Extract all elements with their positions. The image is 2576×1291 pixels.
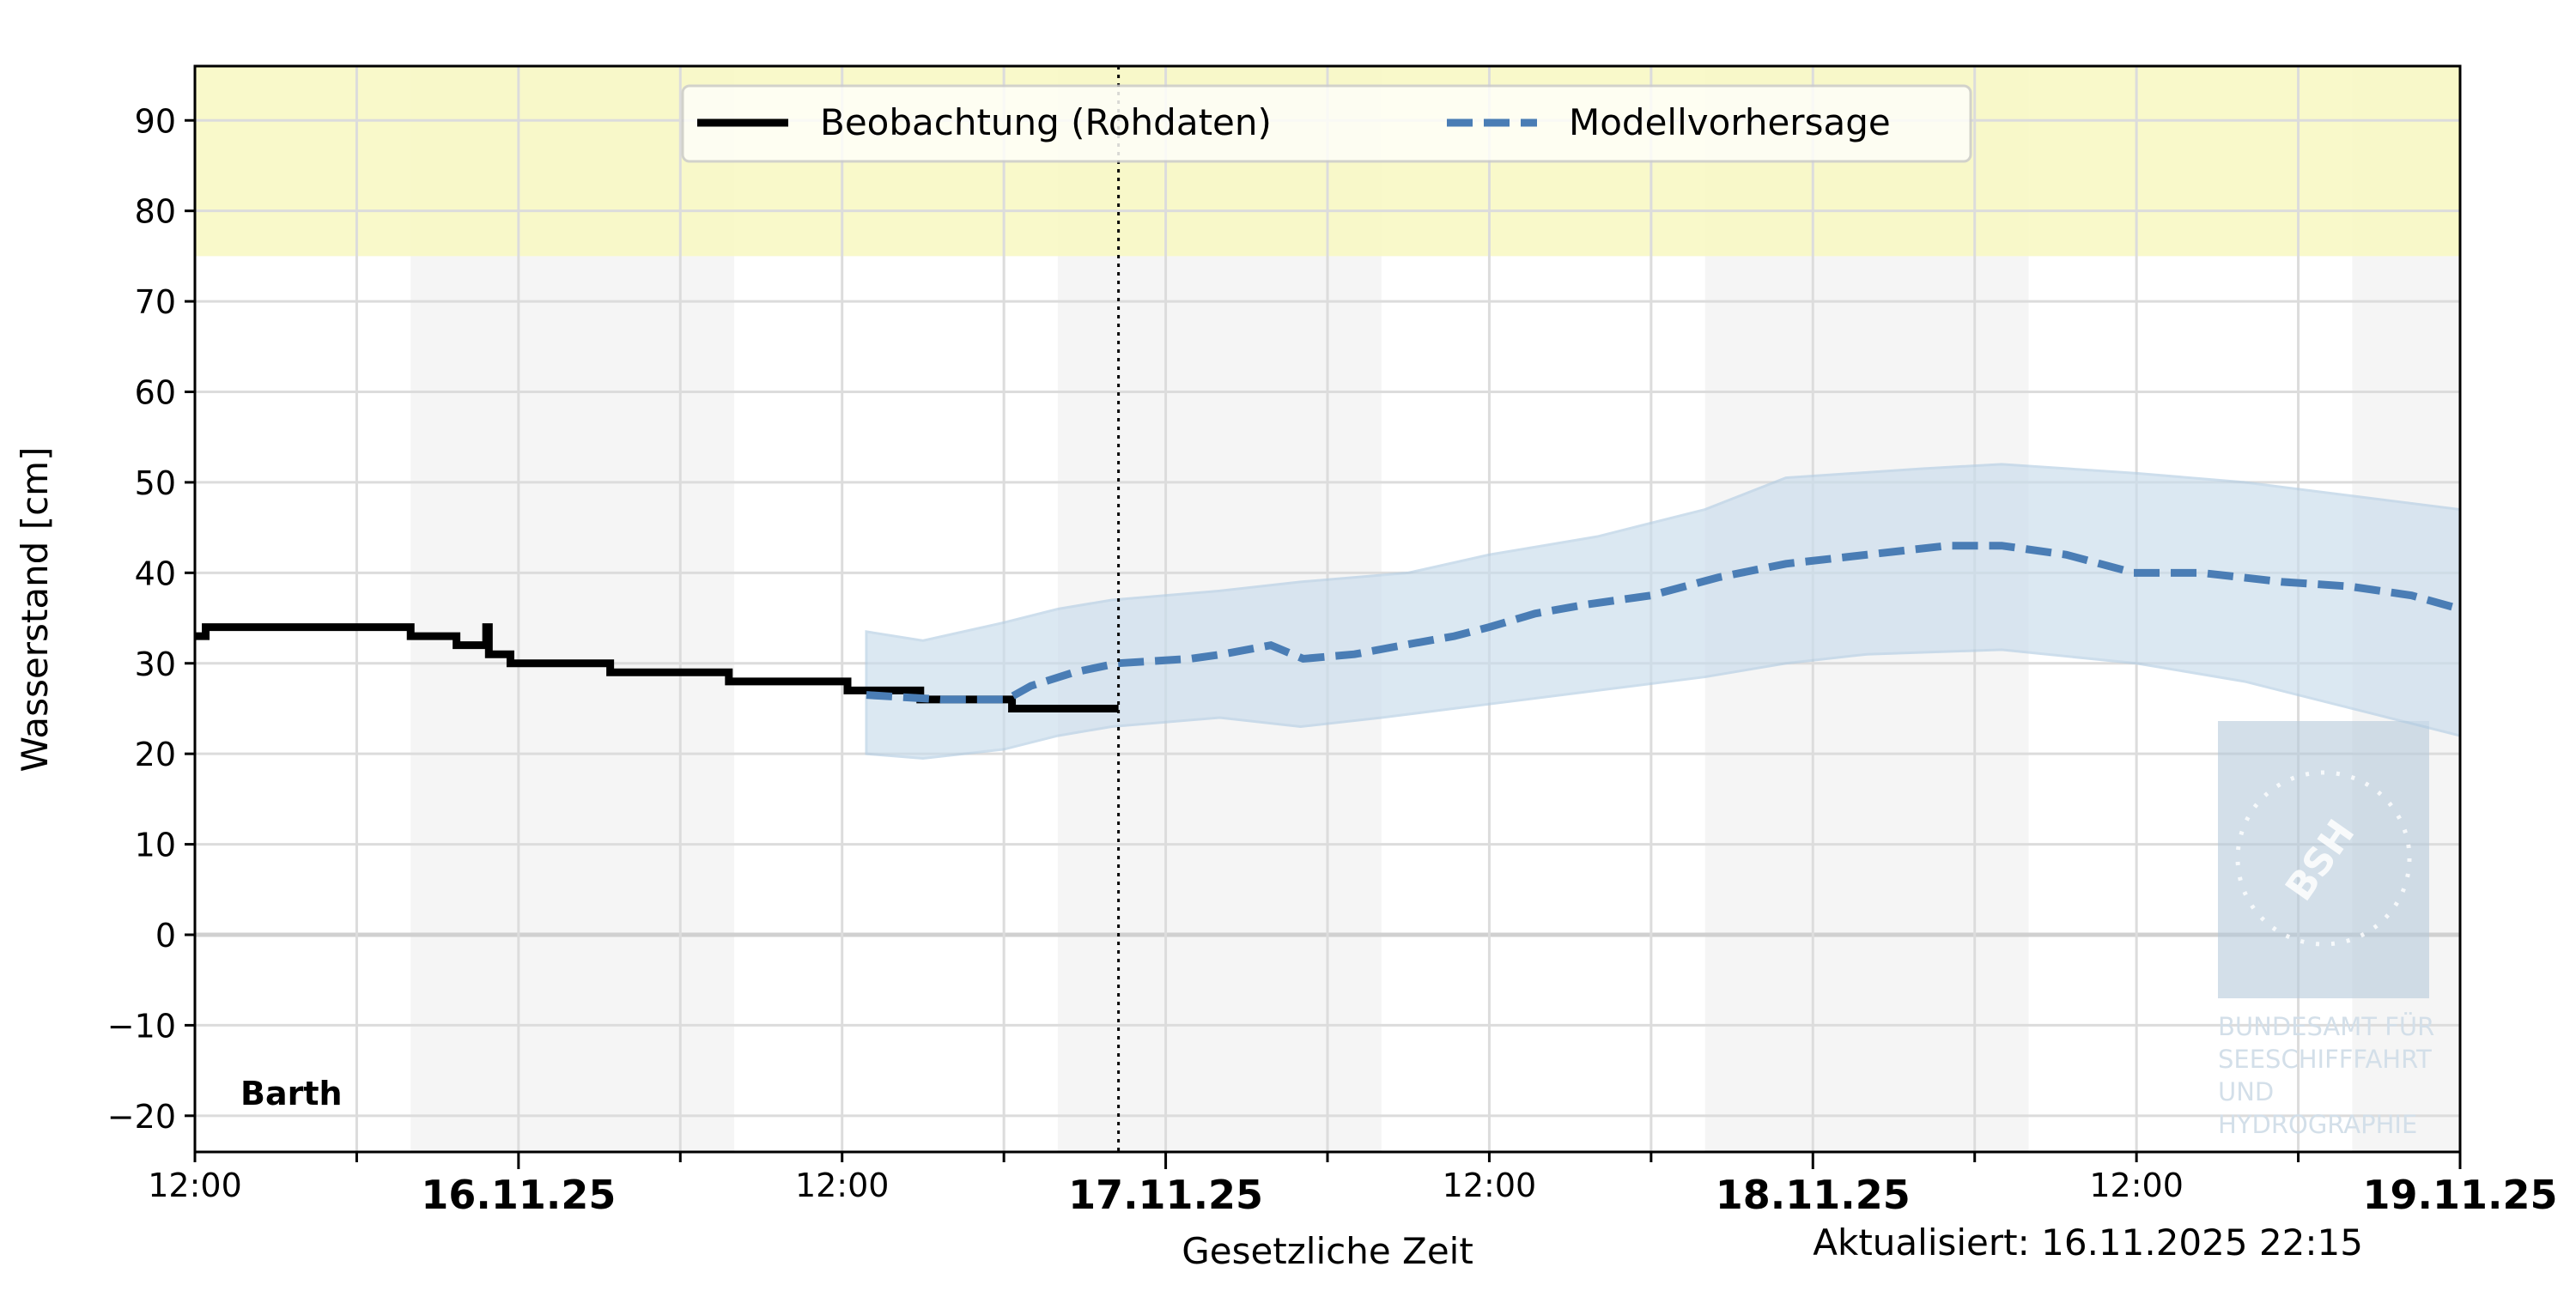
x-date-label: 17.11.25 [1068, 1172, 1263, 1218]
y-tick-label: 80 [135, 193, 176, 231]
x-time-label: 12:00 [795, 1167, 890, 1204]
x-time-label: 12:00 [148, 1167, 242, 1204]
station-label: Barth [240, 1075, 343, 1112]
y-tick-label: 70 [135, 283, 176, 321]
forecast-line [866, 542, 2462, 704]
x-date-label: 19.11.25 [2363, 1172, 2558, 1218]
logo-text-line: BUNDESAMT FÜR [2218, 1012, 2434, 1041]
y-tick-label: 40 [135, 555, 176, 592]
x-axis-label: Gesetzliche Zeit [1182, 1230, 1473, 1272]
y-tick-label: 0 [155, 917, 176, 955]
x-date-label: 16.11.25 [421, 1172, 616, 1218]
x-date-label: 18.11.25 [1716, 1172, 1911, 1218]
y-tick-label: −10 [107, 1007, 176, 1045]
y-tick-label: −20 [107, 1098, 176, 1136]
y-tick-label: 90 [135, 102, 176, 140]
y-tick-label: 30 [135, 646, 176, 683]
x-time-label: 12:00 [1443, 1167, 1537, 1204]
legend: Beobachtung (Rohdaten) Modellvorhersage [681, 84, 1972, 163]
logo-text-line: SEESCHIFFFAHRT [2218, 1045, 2432, 1074]
legend-box [681, 84, 1972, 163]
logo-text-line: UND [2218, 1077, 2274, 1106]
y-tick-label: 50 [135, 464, 176, 502]
y-tick-label: 10 [135, 827, 176, 864]
y-tick-label: 60 [135, 374, 176, 412]
observation-line [195, 623, 1119, 712]
updated-timestamp: Aktualisiert: 16.11.2025 22:15 [1813, 1221, 2363, 1264]
legend-forecast-label: Modellvorhersage [1569, 101, 1891, 143]
logo-ring [2235, 770, 2412, 947]
logo-box [2218, 721, 2429, 998]
x-time-label: 12:00 [2089, 1167, 2184, 1204]
legend-observation-label: Beobachtung (Rohdaten) [820, 101, 1272, 143]
logo-text-line: HYDROGRAPHIE [2218, 1110, 2417, 1139]
y-axis-label: Wasserstand [cm] [14, 447, 56, 773]
y-tick-label: 20 [135, 736, 176, 773]
